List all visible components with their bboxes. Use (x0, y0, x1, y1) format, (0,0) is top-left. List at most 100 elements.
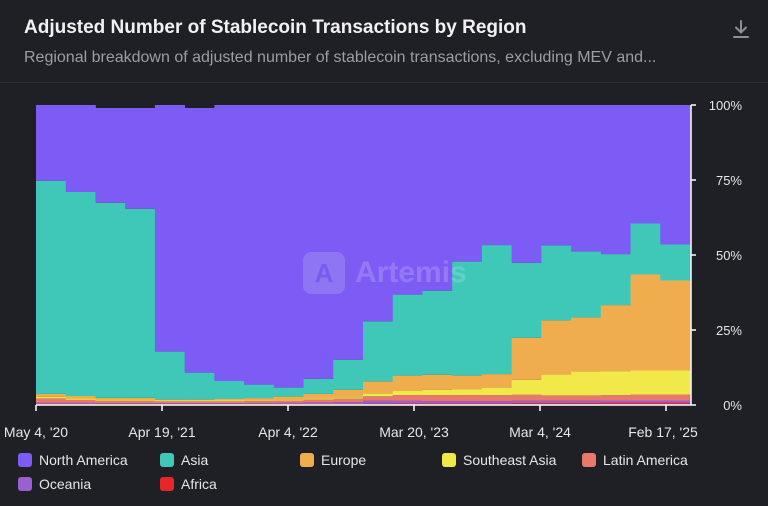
area-segment-north-america (95, 108, 126, 203)
area-segment-europe (244, 398, 275, 401)
area-segment-europe (600, 305, 631, 372)
area-segment-southeast-asia (244, 400, 275, 402)
area-segment-latin-america (481, 395, 513, 402)
watermark-text: Artemis (355, 256, 467, 289)
legend-item-southeast-asia[interactable]: Southeast Asia (442, 452, 556, 468)
area-segment-north-america (392, 105, 423, 295)
area-segment-southeast-asia (184, 400, 215, 402)
area-segment-southeast-asia (214, 400, 245, 402)
download-icon[interactable] (730, 18, 752, 40)
area-segment-latin-america (511, 394, 542, 401)
legend-label: Latin America (603, 452, 688, 468)
x-tick-label: Apr 19, '21 (128, 424, 195, 440)
area-segment-europe (125, 397, 156, 400)
area-segment-latin-america (571, 395, 602, 401)
area-segment-oceania (600, 400, 631, 403)
area-segment-north-america (333, 105, 364, 360)
chart-subtitle: Regional breakdown of adjusted number of… (24, 49, 657, 66)
area-segment-north-america (422, 105, 453, 291)
area-segment-southeast-asia (481, 387, 513, 396)
area-segment-latin-america (541, 395, 572, 401)
area-segment-europe (184, 399, 215, 401)
area-segment-southeast-asia (333, 397, 364, 399)
legend-swatch (442, 453, 456, 467)
area-segment-africa (511, 403, 542, 405)
artemis-logo-icon: A (303, 252, 345, 294)
area-segment-europe (392, 375, 423, 391)
legend-item-north-america[interactable]: North America (18, 452, 128, 468)
area-segment-europe (273, 396, 304, 400)
area-segment-oceania (452, 401, 483, 404)
chart-title: Adjusted Number of Stablecoin Transactio… (24, 17, 527, 38)
area-segment-europe (333, 389, 364, 398)
area-segment-southeast-asia (630, 370, 661, 395)
legend-swatch (160, 453, 174, 467)
legend-item-africa[interactable]: Africa (160, 476, 217, 492)
area-segment-north-america (481, 105, 513, 246)
area-segment-oceania (184, 403, 215, 405)
area-segment-africa (541, 403, 572, 405)
area-segment-latin-america (244, 401, 275, 404)
area-segment-latin-america (303, 399, 334, 403)
legend-label: Oceania (39, 476, 92, 492)
area-segment-north-america (154, 105, 186, 352)
x-tick-label: Feb 17, '25 (628, 424, 698, 440)
chart-legend: North America Asia Europe Southeast Asia Lat… (18, 452, 758, 498)
area-segment-latin-america (363, 396, 394, 401)
area-segment-europe (154, 399, 186, 401)
area-segment-asia (452, 261, 483, 376)
area-segment-north-america (214, 105, 245, 381)
area-segment-europe (511, 337, 542, 380)
x-tick-label: Apr 4, '22 (258, 424, 318, 440)
area-segment-north-america (571, 105, 602, 252)
area-segment-north-america (244, 105, 275, 385)
legend-label: North America (39, 452, 128, 468)
area-segment-latin-america (452, 395, 483, 402)
area-segment-latin-america (65, 399, 96, 403)
area-segment-asia (571, 251, 602, 318)
legend-item-asia[interactable]: Asia (160, 452, 208, 468)
legend-swatch (300, 453, 314, 467)
area-segment-asia (95, 202, 126, 398)
y-tick-label: 0% (723, 398, 742, 413)
area-segment-north-america (65, 105, 96, 192)
area-segment-asia (214, 381, 245, 399)
legend-item-latin-america[interactable]: Latin America (582, 452, 688, 468)
area-segment-oceania (511, 400, 542, 404)
area-segment-asia (244, 384, 275, 399)
area-segment-north-america (452, 105, 483, 262)
area-segment-latin-america (154, 401, 186, 404)
area-segment-southeast-asia (65, 398, 96, 400)
area-segment-oceania (65, 402, 96, 405)
area-segment-north-america (630, 105, 661, 224)
legend-label: Asia (181, 452, 209, 468)
area-segment-asia (511, 262, 542, 338)
area-segment-southeast-asia (36, 396, 67, 399)
area-segment-europe (660, 280, 691, 371)
area-segment-latin-america (630, 394, 661, 401)
area-segment-latin-america (422, 395, 453, 402)
area-segment-asia (630, 223, 661, 275)
area-segment-southeast-asia (452, 389, 483, 396)
legend-item-europe[interactable]: Europe (300, 452, 366, 468)
area-segment-europe (36, 393, 67, 397)
area-segment-southeast-asia (273, 399, 304, 401)
area-segment-latin-america (273, 400, 304, 403)
legend-label: Europe (321, 452, 367, 468)
area-segment-southeast-asia (303, 398, 334, 400)
area-segment-oceania (333, 402, 364, 405)
legend-item-oceania[interactable]: Oceania (18, 476, 91, 492)
area-segment-europe (95, 397, 126, 400)
area-segment-southeast-asia (600, 371, 631, 396)
area-segment-southeast-asia (541, 374, 572, 396)
area-segment-oceania (571, 400, 602, 404)
area-segment-asia (481, 245, 513, 375)
area-segment-southeast-asia (392, 390, 423, 396)
area-segment-oceania (273, 402, 304, 405)
y-tick-label: 100% (709, 98, 743, 113)
area-segment-asia (125, 208, 156, 398)
area-segment-asia (303, 378, 334, 394)
area-segment-southeast-asia (154, 400, 186, 402)
area-segment-north-america (541, 105, 572, 246)
legend-swatch (18, 477, 32, 491)
